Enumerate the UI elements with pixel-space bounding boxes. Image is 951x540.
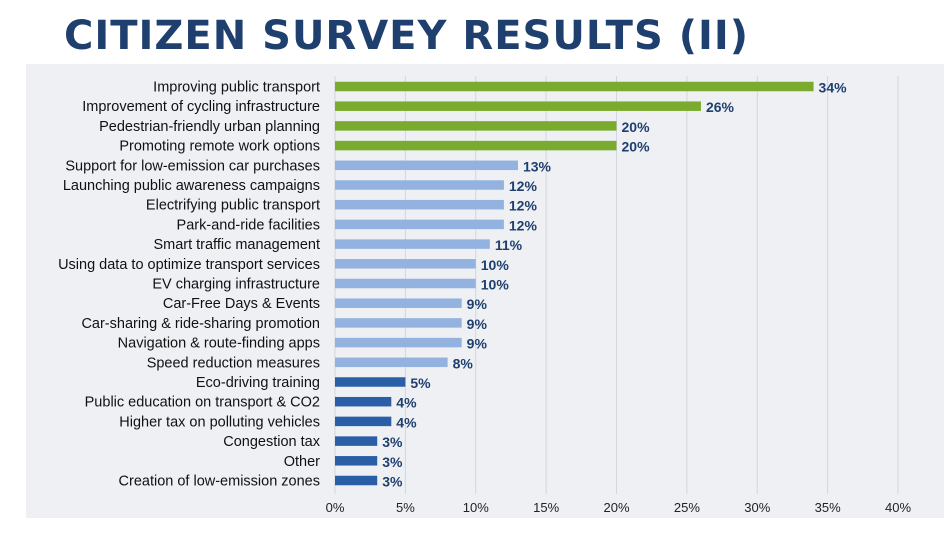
category-label: Smart traffic management bbox=[153, 237, 320, 253]
x-tick-label: 0% bbox=[326, 500, 345, 515]
category-label: Higher tax on polluting vehicles bbox=[119, 414, 320, 430]
value-label: 34% bbox=[819, 80, 848, 96]
x-tick-label: 25% bbox=[674, 500, 700, 515]
category-label: Improvement of cycling infrastructure bbox=[82, 99, 320, 115]
category-label: Using data to optimize transport service… bbox=[58, 257, 320, 273]
value-label: 9% bbox=[467, 336, 488, 352]
value-label: 12% bbox=[509, 198, 538, 214]
bar bbox=[335, 219, 504, 230]
value-label: 5% bbox=[410, 375, 431, 391]
bar bbox=[335, 81, 814, 92]
value-label: 13% bbox=[523, 158, 552, 174]
value-label: 26% bbox=[706, 99, 735, 115]
value-label: 9% bbox=[467, 296, 488, 312]
category-label: Pedestrian-friendly urban planning bbox=[99, 119, 320, 135]
x-tick-label: 20% bbox=[603, 500, 629, 515]
category-label: Promoting remote work options bbox=[119, 139, 320, 155]
value-label: 4% bbox=[396, 395, 417, 411]
bar bbox=[335, 180, 504, 190]
chart-panel bbox=[26, 64, 944, 518]
bar bbox=[335, 160, 518, 171]
category-label: Park-and-ride facilities bbox=[177, 217, 320, 233]
bar bbox=[335, 337, 462, 348]
value-label: 9% bbox=[467, 316, 488, 332]
bar bbox=[335, 436, 378, 446]
category-label: Creation of low-emission zones bbox=[119, 474, 320, 490]
category-label: Car-sharing & ride-sharing promotion bbox=[81, 316, 320, 332]
x-tick-label: 5% bbox=[396, 500, 415, 515]
bar bbox=[335, 416, 392, 427]
bar bbox=[335, 239, 490, 249]
bar bbox=[335, 101, 701, 111]
x-tick-label: 40% bbox=[885, 500, 911, 515]
category-label: Public education on transport & CO2 bbox=[85, 395, 320, 411]
bar bbox=[335, 377, 406, 387]
bar bbox=[335, 121, 617, 131]
value-label: 8% bbox=[453, 355, 474, 371]
bar bbox=[335, 259, 476, 269]
bar bbox=[335, 298, 462, 308]
value-label: 12% bbox=[509, 217, 538, 233]
x-tick-label: 30% bbox=[744, 500, 770, 515]
category-label: Navigation & route-finding apps bbox=[118, 336, 320, 352]
value-label: 11% bbox=[495, 237, 523, 253]
value-label: 10% bbox=[481, 277, 510, 293]
bar bbox=[335, 357, 448, 368]
value-label: 3% bbox=[382, 434, 403, 450]
bar bbox=[335, 318, 462, 328]
page-title: CITIZEN SURVEY RESULTS (II) bbox=[64, 13, 750, 59]
bar bbox=[335, 396, 392, 407]
value-label: 4% bbox=[396, 414, 417, 430]
category-label: EV charging infrastructure bbox=[152, 277, 320, 293]
category-label: Eco-driving training bbox=[196, 375, 320, 391]
bar bbox=[335, 475, 378, 486]
value-label: 3% bbox=[382, 454, 403, 470]
bar bbox=[335, 456, 378, 466]
category-label: Improving public transport bbox=[153, 80, 320, 96]
value-label: 20% bbox=[622, 119, 651, 135]
x-tick-label: 35% bbox=[815, 500, 841, 515]
category-label: Other bbox=[284, 454, 320, 470]
bar bbox=[335, 140, 617, 151]
value-label: 3% bbox=[382, 474, 403, 490]
x-tick-label: 10% bbox=[463, 500, 489, 515]
category-label: Speed reduction measures bbox=[147, 355, 320, 371]
x-tick-label: 15% bbox=[533, 500, 559, 515]
category-label: Support for low-emission car purchases bbox=[65, 158, 320, 174]
category-label: Electrifying public transport bbox=[146, 198, 320, 214]
category-label: Congestion tax bbox=[223, 434, 320, 450]
bar bbox=[335, 199, 504, 210]
category-label: Launching public awareness campaigns bbox=[63, 178, 320, 194]
value-label: 10% bbox=[481, 257, 510, 273]
bar bbox=[335, 278, 476, 289]
category-label: Car-Free Days & Events bbox=[163, 296, 320, 312]
value-label: 12% bbox=[509, 178, 538, 194]
value-label: 20% bbox=[622, 139, 651, 155]
